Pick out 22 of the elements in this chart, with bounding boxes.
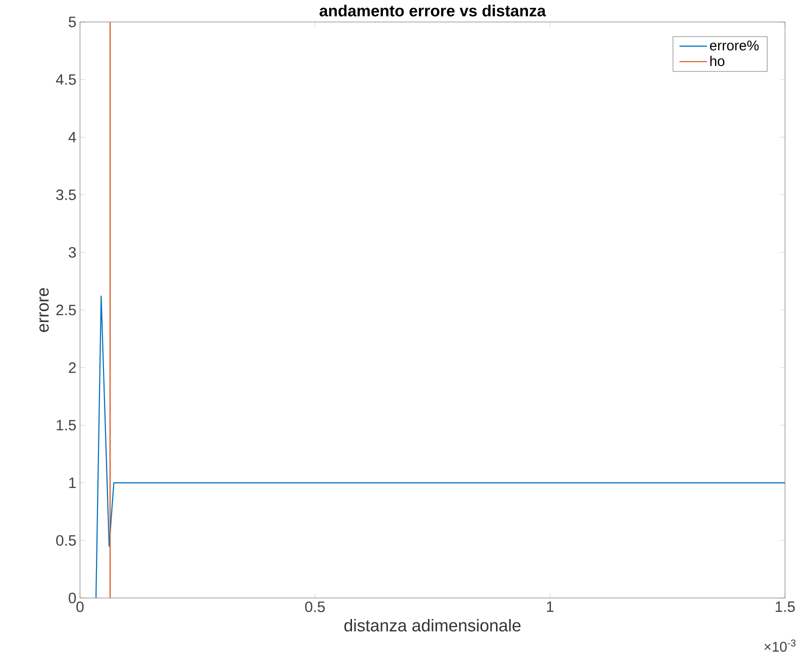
legend-label: errore% — [710, 40, 759, 50]
y-tick-label: 4 — [68, 132, 76, 142]
y-axis-title: errore — [39, 288, 49, 332]
x-tick-label: 1.5 — [776, 602, 795, 612]
y-tick-label: 0.5 — [56, 535, 76, 546]
y-tick-label: 0 — [68, 592, 76, 604]
y-tick-label: 5 — [68, 16, 76, 28]
x-axis-title: distanza adimensionale — [344, 619, 521, 632]
legend-label: ho — [710, 56, 724, 66]
y-tick-label: 1.5 — [56, 420, 76, 430]
y-tick-label: 3 — [68, 247, 76, 258]
text: ×10$^{-3}$ — [764, 640, 796, 652]
chart-title: andamento errore vs distanza — [320, 4, 546, 16]
line-series — [95, 296, 785, 598]
x-tick-label: 0.5 — [305, 602, 325, 612]
y-tick-label: 1 — [69, 478, 76, 488]
y-tick-label: 3.5 — [56, 189, 76, 200]
y-tick-label: 2.5 — [56, 304, 76, 316]
y-tick-label: 4.5 — [56, 74, 76, 85]
y-tick-label: 2 — [68, 362, 76, 373]
x-tick-label: 1 — [546, 602, 554, 612]
x-tick-label: 0 — [76, 602, 84, 612]
